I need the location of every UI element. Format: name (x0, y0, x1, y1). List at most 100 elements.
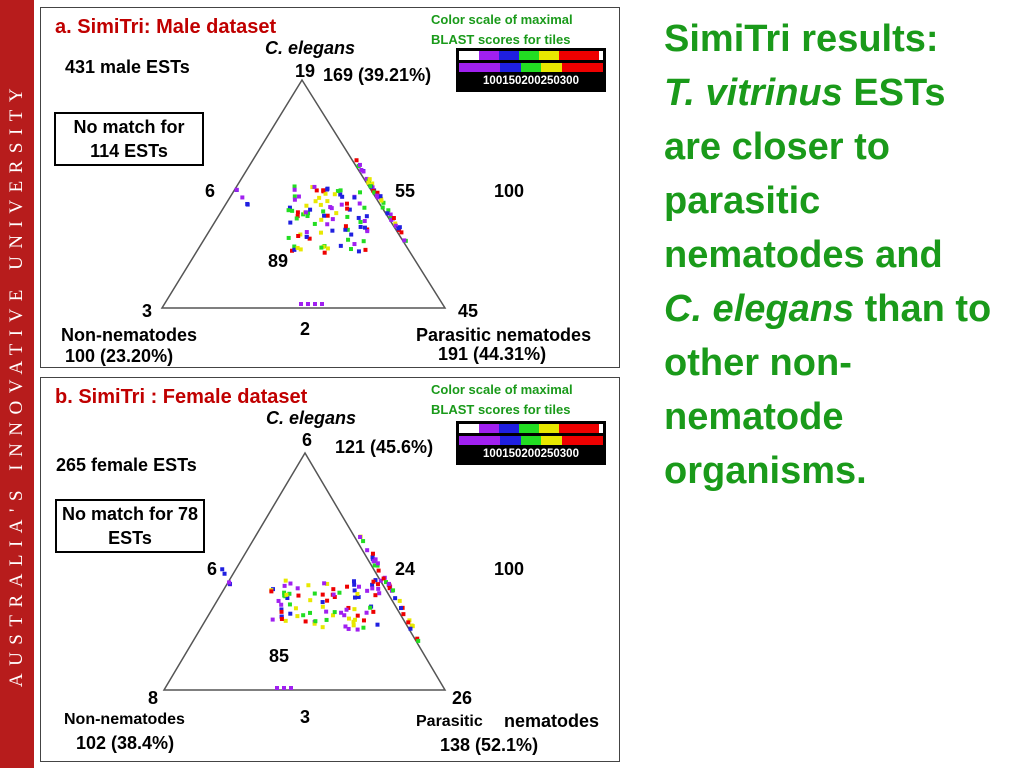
tile-point (380, 205, 385, 210)
male-no-match-box: No match for 114 ESTs (54, 112, 204, 166)
tile-point (322, 213, 327, 218)
tile-point (365, 229, 370, 234)
tile-point (292, 184, 297, 189)
tile-point (312, 591, 317, 596)
female-scale-tick: 150 (502, 448, 522, 460)
tile-point (415, 636, 420, 641)
tile-point (370, 555, 375, 560)
tile-point (325, 213, 330, 218)
tile-point (361, 618, 366, 623)
tile-point (355, 613, 360, 618)
female-right-vertex-label-b: nematodes (504, 711, 600, 731)
tile-point (331, 587, 336, 592)
tile-point (375, 563, 380, 568)
tile-point (288, 581, 293, 586)
female-right-edge-count: 24 (395, 559, 416, 579)
headline-celegans: C. elegans (664, 288, 855, 330)
female-scale-tick: 250 (540, 448, 560, 460)
tile-point (398, 606, 403, 611)
tile-point (368, 605, 373, 610)
tile-point (352, 242, 357, 247)
tile-point (393, 223, 398, 228)
tile-point (283, 618, 288, 623)
tile-point (375, 561, 380, 566)
tile-point (372, 190, 377, 195)
tile-point (227, 580, 232, 585)
tile-point (345, 206, 350, 211)
tile-point (317, 195, 322, 200)
tile-point (292, 197, 297, 202)
tile-point (313, 302, 317, 306)
tile-point (396, 226, 401, 231)
tile-point (357, 162, 362, 167)
tile-point (401, 612, 406, 617)
tile-point (288, 220, 293, 225)
tile-point (373, 578, 378, 583)
tile-point (357, 201, 362, 206)
tile-point (289, 686, 293, 690)
tile-point (220, 567, 225, 572)
tile-point (318, 202, 323, 207)
tile-point (313, 619, 318, 624)
tile-point (338, 188, 343, 193)
tile-point (312, 221, 317, 226)
tile-point (342, 613, 347, 618)
male-scale-title-1: Color scale of maximal (431, 12, 573, 27)
tile-point (362, 205, 367, 210)
tile-point (304, 230, 309, 235)
tile-point (365, 548, 370, 553)
female-right-summary: 138 (52.1%) (440, 735, 539, 755)
tile-point (310, 185, 315, 190)
tile-point (354, 158, 359, 163)
tile-point (406, 620, 411, 625)
tile-point (303, 210, 308, 215)
tile-point (284, 592, 289, 597)
male-left-summary: 100 (23.20%) (65, 346, 174, 366)
tile-point (343, 224, 348, 229)
tile-point (345, 227, 350, 232)
tile-point (356, 584, 361, 589)
tile-point (222, 571, 227, 576)
female-left-vertex-label: Non-nematodes (64, 711, 185, 728)
male-top-summary: 169 (39.21%) (323, 65, 432, 85)
panel-female-dataset: b. SimiTri : Female dataset C. elegans 6… (40, 377, 620, 762)
tile-point (294, 216, 299, 221)
female-triangle (162, 451, 447, 691)
male-ternary-plot (160, 78, 447, 309)
tile-point (340, 194, 345, 199)
tile-point (352, 607, 357, 612)
tile-point (373, 557, 378, 562)
tile-point (374, 193, 379, 198)
tile-point (295, 210, 300, 215)
tile-point (364, 610, 369, 615)
tile-point (368, 184, 373, 189)
tile-point (320, 592, 325, 597)
male-right-vertex-label: Parasitic nematodes (416, 325, 592, 345)
tile-point (332, 610, 337, 615)
male-scale-tick: 250 (540, 75, 560, 87)
headline-line2-rest: ESTs (842, 72, 946, 114)
male-scale-tick: 200 (521, 75, 541, 87)
tile-point (356, 595, 361, 600)
tile-point (295, 245, 300, 250)
tile-point (389, 217, 394, 222)
tile-point (306, 302, 310, 306)
tile-point (361, 625, 366, 630)
tile-point (381, 576, 386, 581)
tile-point (304, 234, 309, 239)
tile-point (331, 592, 336, 597)
male-right-outer-count: 100 (494, 181, 525, 201)
female-color-scale-row1 (459, 424, 603, 433)
tile-point (345, 584, 350, 589)
tile-point (371, 579, 376, 584)
tile-point (358, 219, 363, 224)
male-left-edge-count: 6 (205, 181, 216, 201)
tile-point (352, 195, 357, 200)
tile-point (325, 222, 330, 227)
male-color-scale: 100 150 200 250 300 (456, 48, 606, 92)
male-scale-ticks: 100 150 200 250 300 (456, 75, 606, 87)
tile-point (362, 225, 367, 230)
tile-point (379, 198, 384, 203)
tile-point (295, 614, 300, 619)
tile-point (339, 202, 344, 207)
